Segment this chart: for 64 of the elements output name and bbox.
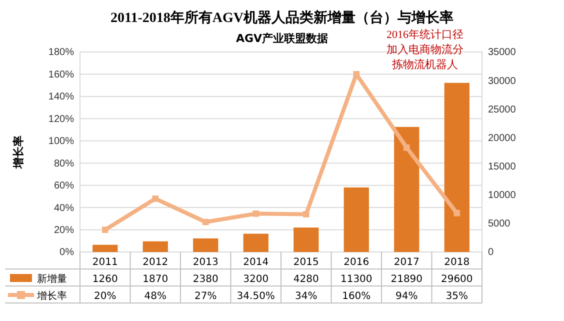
- y-tick-label: 20%: [54, 224, 74, 236]
- y2-tick-label: 5000: [488, 218, 511, 230]
- y-tick-label: 80%: [54, 158, 74, 170]
- y-tick-label: 160%: [48, 69, 74, 80]
- point: [353, 71, 360, 78]
- y2-tick-label: 20000: [488, 132, 516, 144]
- data-label: 2380: [192, 274, 218, 285]
- point: [302, 211, 310, 218]
- x-tick-label: 2011: [92, 257, 118, 268]
- chart-subtitle: AGV产业联盟数据: [236, 32, 328, 45]
- y2-tick-label: 35000: [488, 47, 516, 58]
- y-tick-label: 40%: [54, 202, 74, 214]
- data-label: 3200: [243, 274, 269, 285]
- point: [202, 218, 209, 226]
- bar: [294, 228, 319, 252]
- chart-title: 2011-2018年所有AGV机器人品类新增量（台）与增长率: [110, 9, 454, 26]
- data-label: 1260: [92, 274, 118, 285]
- data-label: 27%: [194, 291, 217, 302]
- bar: [243, 234, 268, 252]
- annotation: 2016年统计口径加入电商物流分拣物流机器人: [386, 28, 464, 71]
- data-label: 20%: [94, 291, 116, 302]
- data-label: 1870: [142, 274, 168, 285]
- data-label: 29600: [440, 274, 473, 285]
- point: [102, 226, 108, 233]
- y-tick-label: 120%: [48, 114, 74, 125]
- y2-tick-label: 0: [488, 247, 494, 258]
- x-tick-label: 2014: [243, 257, 269, 268]
- y-axis-title: 增长率: [12, 136, 25, 170]
- data-label: 11300: [340, 274, 372, 285]
- data-label: 35%: [446, 291, 468, 302]
- y-tick-label: 140%: [48, 92, 74, 103]
- legend-label: 增长率: [36, 290, 67, 302]
- y2-tick-label: 30000: [488, 76, 516, 87]
- data-label: 21890: [390, 274, 423, 285]
- x-tick-label: 2016: [344, 257, 370, 268]
- data-label: 34.50%: [236, 291, 275, 302]
- data-label: 34%: [295, 291, 318, 302]
- x-tick-label: 2015: [293, 257, 319, 268]
- data-label: 160%: [342, 291, 371, 302]
- point: [454, 210, 460, 216]
- y2-tick-label: 10000: [488, 190, 516, 202]
- x-tick-label: 2018: [444, 257, 470, 268]
- y-tick-label: 0%: [60, 247, 74, 258]
- x-tick-label: 2013: [192, 257, 218, 268]
- legend-label: 新增量: [37, 273, 67, 285]
- x-tick-label: 2017: [394, 257, 420, 268]
- data-label: 48%: [144, 291, 166, 302]
- bar: [444, 82, 470, 252]
- data-label: 4280: [293, 274, 319, 285]
- point: [403, 144, 410, 151]
- point: [252, 210, 260, 217]
- point: [152, 196, 159, 202]
- y2-tick-label: 15000: [488, 161, 516, 172]
- y-tick-label: 180%: [48, 47, 74, 58]
- data-label: 94%: [396, 291, 418, 302]
- bar: [142, 241, 168, 252]
- bar: [193, 238, 218, 252]
- y-tick-label: 100%: [48, 136, 74, 148]
- bar: [394, 126, 420, 252]
- x-tick-label: 2012: [142, 257, 168, 268]
- y-tick-label: 60%: [54, 180, 74, 192]
- bar: [92, 244, 118, 252]
- bar: [344, 187, 369, 252]
- y2-tick-label: 25000: [488, 104, 516, 116]
